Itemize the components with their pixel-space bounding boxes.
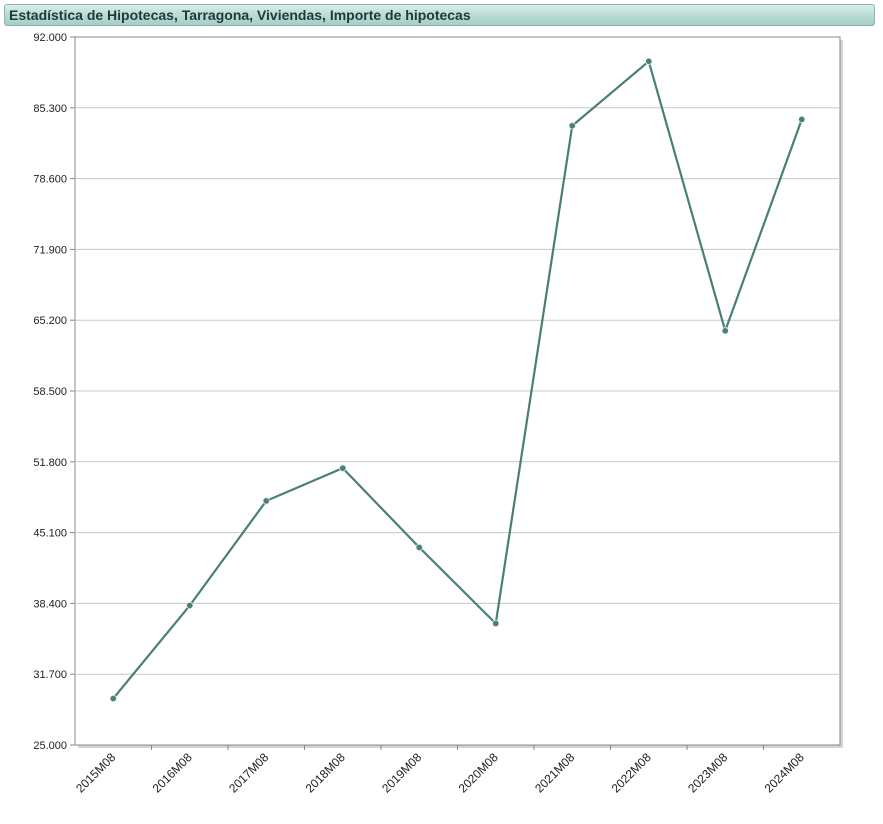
y-tick-label: 25.000 <box>33 740 67 752</box>
y-axis: 92.000 85.300 78.600 71.900 65.200 58.500 51.8… <box>33 32 75 752</box>
data-point[interactable] <box>262 497 270 505</box>
y-tick-label: 31.700 <box>33 669 67 681</box>
y-tick-label: 51.800 <box>33 457 67 469</box>
x-tick-label: 2015M08 <box>73 750 119 796</box>
x-tick-label: 2016M08 <box>150 750 196 796</box>
data-point[interactable] <box>339 464 347 472</box>
data-point[interactable] <box>798 115 806 124</box>
x-tick-label: 2019M08 <box>379 750 425 796</box>
x-axis: 2015M08 2016M08 2017M08 2018M08 2019M08 2020M… <box>73 745 807 796</box>
x-tick-label: 2022M08 <box>609 750 655 796</box>
x-tick-label: 2017M08 <box>226 750 272 796</box>
y-tick-label: 58.500 <box>33 386 67 398</box>
series <box>109 57 806 703</box>
data-point[interactable] <box>568 122 576 130</box>
plot-area <box>74 36 843 748</box>
y-tick-label: 85.300 <box>33 103 67 115</box>
chart-title: Estadística de Hipotecas, Tarragona, Viv… <box>4 4 875 26</box>
data-point[interactable] <box>721 327 729 335</box>
y-tick-label: 38.400 <box>33 598 67 610</box>
y-tick-label: 65.200 <box>33 315 67 327</box>
x-tick-label: 2021M08 <box>532 750 578 796</box>
y-tick-label: 92.000 <box>33 32 67 44</box>
y-tick-label: 45.100 <box>33 528 67 540</box>
series-line <box>112 60 803 700</box>
x-tick-label: 2024M08 <box>762 750 808 796</box>
x-tick-label: 2020M08 <box>456 750 502 796</box>
data-point[interactable] <box>645 57 653 65</box>
grid-lines <box>75 107 840 675</box>
data-point[interactable] <box>109 694 117 703</box>
data-point[interactable] <box>186 601 194 610</box>
y-tick-label: 78.600 <box>33 174 67 186</box>
data-point[interactable] <box>492 619 500 628</box>
data-point[interactable] <box>415 543 423 551</box>
x-tick-label: 2023M08 <box>685 750 731 796</box>
y-tick-label: 71.900 <box>33 244 67 256</box>
x-tick-label: 2018M08 <box>303 750 349 796</box>
